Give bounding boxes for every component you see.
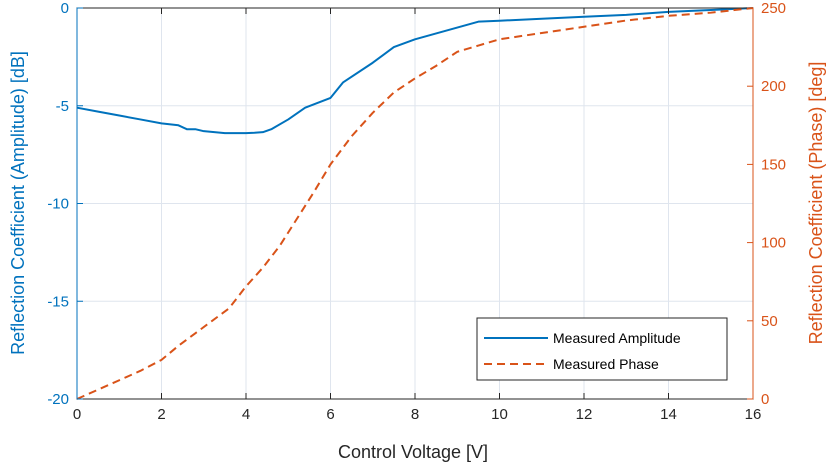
y-right-axis-label: Reflection Coefficient (Phase) [deg] bbox=[806, 62, 826, 345]
y-left-tick-label: -5 bbox=[56, 98, 69, 115]
y-right-tick-label: 50 bbox=[761, 313, 778, 330]
y-left-tick-label: -20 bbox=[47, 391, 69, 408]
y-left-tick-label: 0 bbox=[61, 0, 69, 17]
y-left-axis-ticks: -20 -15 -10 -5 0 bbox=[47, 0, 83, 408]
y-left-axis-label: Reflection Coefficient (Amplitude) [dB] bbox=[8, 51, 28, 355]
series-layer bbox=[76, 7, 754, 400]
legend-box bbox=[476, 317, 728, 381]
x-tick-label: 12 bbox=[576, 406, 593, 423]
y-left-tick-label: -15 bbox=[47, 293, 69, 310]
legend-phase-label: Measured Phase bbox=[553, 356, 659, 372]
y-right-tick-label: 150 bbox=[761, 156, 786, 173]
series-measured-phase-line bbox=[76, 7, 754, 400]
x-tick-label: 6 bbox=[326, 406, 334, 423]
y-left-tick-label: -10 bbox=[47, 196, 69, 213]
x-tick-label: 10 bbox=[491, 406, 508, 423]
legend-amplitude-label: Measured Amplitude bbox=[553, 330, 681, 346]
y-right-tick-label: 100 bbox=[761, 235, 786, 252]
y-right-tick-label: 200 bbox=[761, 78, 786, 95]
x-axis-label: Control Voltage [V] bbox=[338, 442, 488, 462]
x-tick-label: 0 bbox=[73, 406, 81, 423]
x-tick-label: 16 bbox=[745, 406, 762, 423]
y-right-axis-ticks: 0 50 100 150 200 250 bbox=[747, 0, 786, 408]
x-tick-label: 14 bbox=[660, 406, 677, 423]
x-tick-label: 2 bbox=[157, 406, 165, 423]
x-tick-label: 4 bbox=[242, 406, 250, 423]
y-right-tick-label: 250 bbox=[761, 0, 786, 17]
series-measured-amplitude-line bbox=[76, 7, 754, 135]
y-right-tick-label: 0 bbox=[761, 391, 769, 408]
x-axis-ticks: 0 2 4 6 8 10 12 14 16 bbox=[73, 8, 762, 423]
legend: Measured Amplitude Measured Phase bbox=[476, 317, 728, 381]
x-tick-label: 8 bbox=[411, 406, 419, 423]
